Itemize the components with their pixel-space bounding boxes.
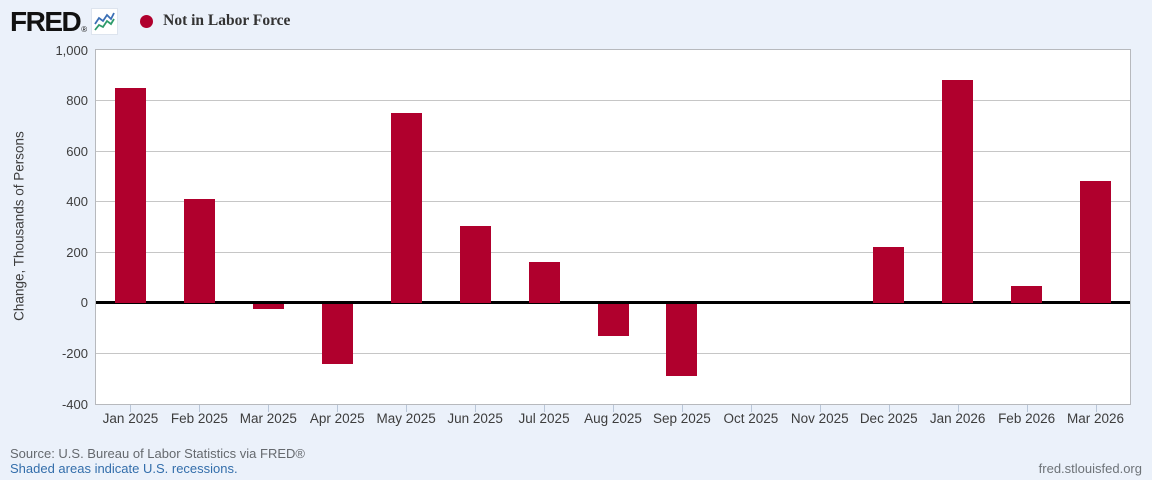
x-tick-mark [681, 405, 683, 412]
bar-sep-2025[interactable] [666, 304, 698, 377]
legend-label[interactable]: Not in Labor Force [163, 12, 291, 29]
x-tick-label: Mar 2025 [239, 411, 297, 426]
x-tick-mark [406, 405, 408, 412]
bar-jan-2025[interactable] [114, 87, 146, 303]
y-tick-label: 200 [66, 244, 88, 260]
bar-mar-2025[interactable] [252, 304, 284, 310]
x-tick-label: Aug 2025 [584, 411, 642, 426]
x-tick-mark [1095, 405, 1097, 412]
x-tick-mark [337, 405, 339, 412]
plot-area [95, 49, 1131, 405]
x-tick-mark [268, 405, 270, 412]
legend: Not in Labor Force [140, 12, 290, 30]
bar-jul-2025[interactable] [528, 262, 560, 303]
zero-axis-line [96, 301, 1130, 305]
x-tick-label: May 2025 [376, 411, 436, 426]
x-tick-label: Mar 2026 [1067, 411, 1125, 426]
x-tick-label: Jul 2025 [518, 411, 570, 426]
gridline [96, 100, 1130, 102]
bar-apr-2025[interactable] [321, 304, 353, 364]
gridline [96, 352, 1130, 354]
fred-logo-sparkline-icon [91, 7, 119, 35]
x-tick-label: Dec 2025 [859, 411, 918, 426]
x-tick-label: Nov 2025 [790, 411, 849, 426]
bar-mar-2026[interactable] [1080, 181, 1112, 303]
y-tick-label: 400 [66, 194, 88, 210]
y-axis-title: Change, Thousands of Persons [11, 131, 27, 321]
x-tick-label: Jun 2025 [447, 411, 503, 426]
x-tick-mark [888, 405, 890, 412]
x-tick-mark [544, 405, 546, 412]
bar-aug-2025[interactable] [597, 304, 629, 336]
source-text: Source: U.S. Bureau of Labor Statistics … [10, 446, 305, 461]
x-tick-label: Apr 2025 [309, 411, 365, 426]
x-tick-mark [819, 405, 821, 412]
legend-marker-icon [140, 14, 154, 28]
chart-header: FRED ® Not in Labor Force [10, 5, 290, 37]
gridline [96, 150, 1130, 152]
x-tick-label: Jan 2025 [102, 411, 159, 426]
registered-trademark-symbol: ® [81, 24, 88, 34]
y-tick-label: 800 [66, 93, 88, 109]
y-tick-label: 1,000 [55, 42, 88, 58]
x-tick-label: Sep 2025 [653, 411, 711, 426]
gridline [96, 201, 1130, 203]
gridline [96, 251, 1130, 253]
x-tick-label: Oct 2025 [723, 411, 779, 426]
x-tick-mark [199, 405, 201, 412]
bar-jan-2026[interactable] [942, 80, 974, 303]
x-tick-mark [957, 405, 959, 412]
bar-feb-2025[interactable] [183, 199, 215, 303]
x-tick-label: Feb 2026 [998, 411, 1056, 426]
x-tick-label: Feb 2025 [170, 411, 228, 426]
x-tick-label: Jan 2026 [929, 411, 986, 426]
y-tick-label: 600 [66, 143, 88, 159]
x-tick-mark [750, 405, 752, 412]
x-tick-mark [1026, 405, 1028, 412]
recession-note-link[interactable]: Shaded areas indicate U.S. recessions. [10, 461, 238, 476]
x-tick-mark [130, 405, 132, 412]
x-tick-mark [613, 405, 614, 412]
y-tick-label: -400 [61, 396, 88, 412]
fred-logo-text: FRED [10, 5, 82, 37]
bar-jun-2025[interactable] [459, 225, 491, 303]
bar-dec-2025[interactable] [873, 247, 905, 303]
fred-logo[interactable]: FRED ® [10, 5, 119, 37]
site-link[interactable]: fred.stlouisfed.org [1038, 461, 1142, 476]
bar-may-2025[interactable] [390, 113, 422, 303]
y-tick-label: 0 [80, 295, 88, 311]
y-tick-label: -200 [61, 345, 88, 361]
x-tick-mark [475, 405, 477, 412]
bar-feb-2026[interactable] [1011, 286, 1043, 303]
